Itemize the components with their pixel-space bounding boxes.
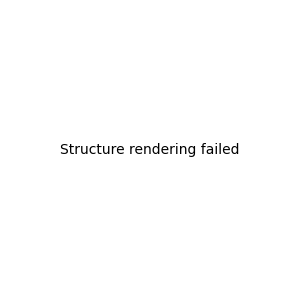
Text: Structure rendering failed: Structure rendering failed bbox=[60, 143, 240, 157]
